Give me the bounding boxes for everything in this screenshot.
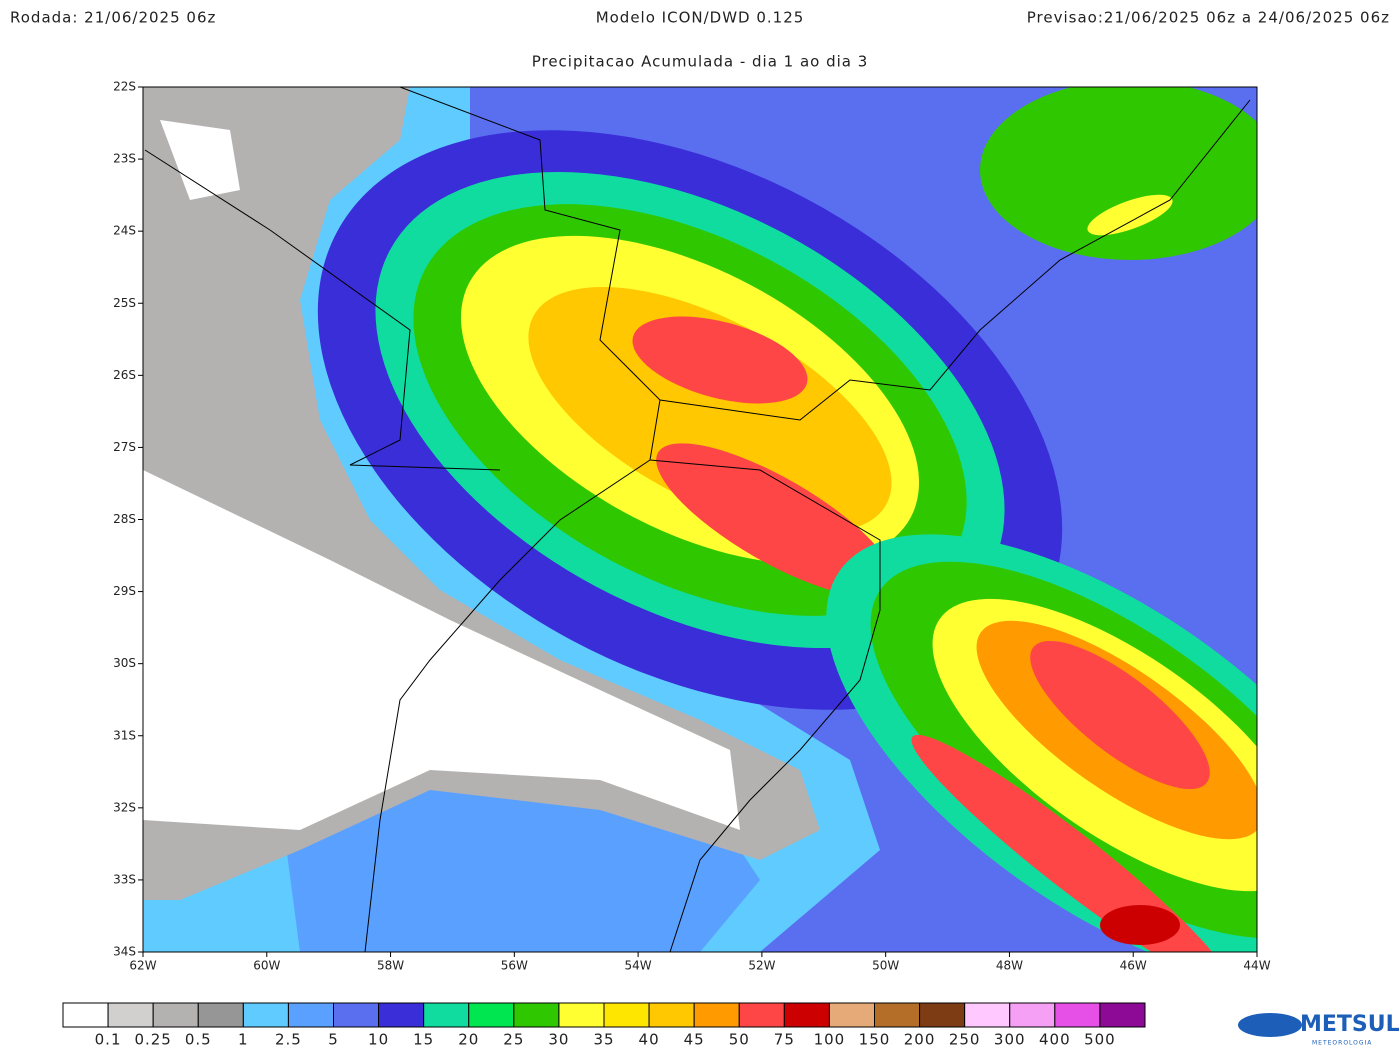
lat-label: 33S [113,872,136,886]
colorbar-label: 150 [859,1031,891,1049]
colorbar-label: 0.5 [185,1031,212,1049]
color-box [287,1002,334,1028]
colorbar-label: 30 [548,1031,569,1049]
colorbar-label: 250 [949,1031,981,1049]
colorbar-label: 1 [238,1031,249,1049]
colorbar-label: 40 [639,1031,660,1049]
colorbar-label: 0.25 [134,1031,171,1049]
colorbar-label: 50 [729,1031,750,1049]
colorbar-label: 5 [328,1031,339,1049]
colorbar-label: 75 [774,1031,795,1049]
color-box [828,1002,876,1028]
color-box [1009,1002,1056,1028]
color-box [919,1002,966,1028]
colorbar-label: 100 [814,1031,846,1049]
colorbar-label: 45 [684,1031,705,1049]
logo-tagline: METEOROLOGIA [1312,1040,1372,1047]
color-box [964,1002,1011,1028]
colorbar-label: 200 [904,1031,936,1049]
lat-label: 22S [113,80,136,94]
lon-label: 52W [748,959,775,973]
lat-label: 25S [113,296,136,310]
colorbar-label: 10 [368,1031,389,1049]
lon-label: 50W [872,959,899,973]
color-box [1054,1002,1101,1028]
lat-label: 23S [113,152,136,166]
lat-label: 28S [113,512,136,526]
forecast-label: Previsao:21/06/2025 06z a 24/06/2025 06z [1027,9,1390,27]
colorbar-label: 20 [458,1031,479,1049]
color-box [513,1002,560,1028]
lat-label: 26S [113,368,136,382]
color-box [648,1002,695,1028]
color-box [783,1002,830,1028]
lat-label: 31S [113,728,136,742]
color-box [333,1002,380,1028]
color-box [242,1002,289,1028]
color-box [558,1002,605,1028]
colorbar-label: 25 [503,1031,524,1049]
run-label: Rodada: 21/06/2025 06z [10,9,216,27]
color-box [62,1002,109,1028]
model-label: Modelo ICON/DWD 0.125 [596,9,805,27]
color-box [423,1002,470,1028]
color-box [1099,1002,1146,1028]
colorbar-label: 15 [413,1031,434,1049]
subtitle: Precipitacao Acumulada - dia 1 ao dia 3 [532,53,869,71]
precip-field [143,87,1257,952]
color-box [152,1002,199,1028]
colorbar-label: 300 [994,1031,1026,1049]
lon-label: 54W [625,959,652,973]
color-box [197,1002,244,1028]
lon-label: 58W [377,959,404,973]
colorbar-label: 500 [1084,1031,1116,1049]
color-box [738,1002,785,1028]
colorbar-label: 0.1 [95,1031,122,1049]
lat-label: 29S [113,584,136,598]
lat-label: 27S [113,440,136,454]
lat-label: 34S [113,945,136,959]
color-box [874,1002,921,1028]
color-box [378,1002,425,1028]
lat-label: 32S [113,800,136,814]
lon-label: 44W [1243,959,1270,973]
colorbar-label: 2.5 [275,1031,302,1049]
logo: METSUL METEOROLOGIA [1238,1012,1400,1047]
lon-label: 56W [501,959,528,973]
lon-label: 62W [129,959,156,973]
color-box [468,1002,515,1028]
lat-label: 30S [113,656,136,670]
lon-label: 48W [996,959,1023,973]
colorbar-label: 35 [593,1031,614,1049]
colorbar-label: 400 [1039,1031,1071,1049]
logo-name: METSUL [1300,1012,1400,1037]
lat-label: 24S [113,224,136,238]
color-box [693,1002,740,1028]
color-box [107,1002,154,1028]
lon-label: 60W [253,959,280,973]
color-box [603,1002,650,1028]
lon-label: 46W [1120,959,1147,973]
